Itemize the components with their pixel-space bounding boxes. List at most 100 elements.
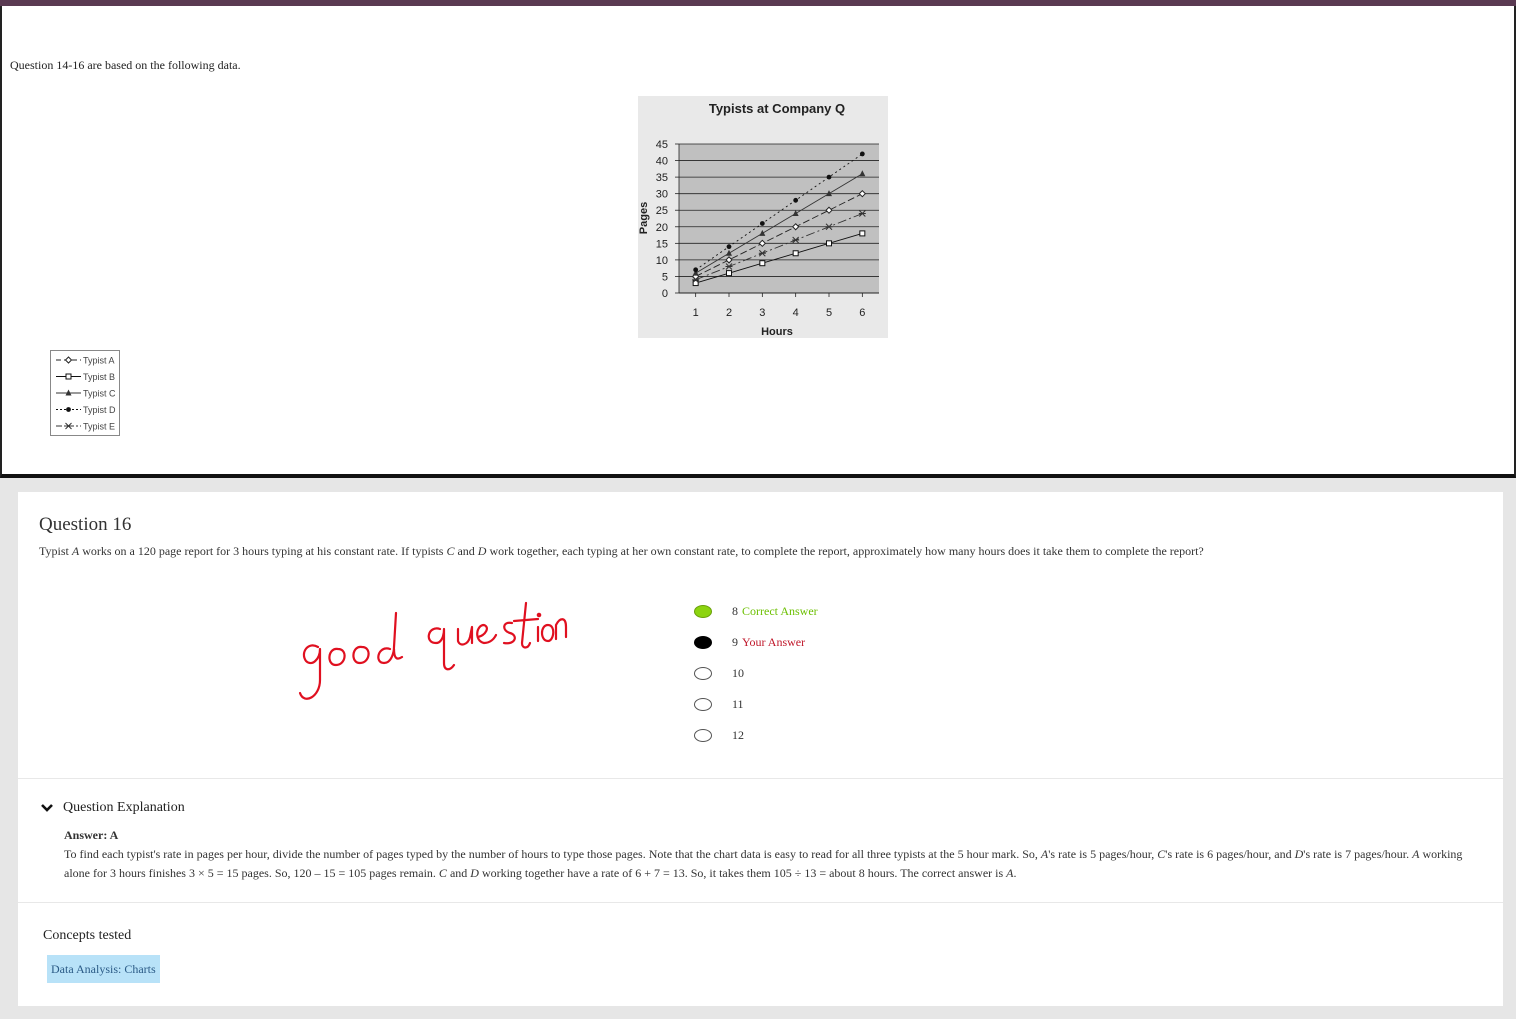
data-point [726,244,732,250]
series-line [695,173,863,274]
data-point [826,190,832,197]
text-segment: . [1013,866,1017,880]
text-segment: Typist [39,544,72,558]
data-point [826,240,832,247]
data-point [725,263,733,270]
answer-option[interactable]: 9 Your Answer [694,635,805,650]
series-line [695,213,863,281]
variable: A [1412,847,1420,861]
y-tick-label: 40 [656,156,668,168]
x-tick-label: 4 [793,307,799,319]
question-card: Question 16 Typist A works on a 120 page… [18,492,1503,1006]
y-tick-label: 15 [656,238,668,250]
data-point [64,356,73,364]
data-point [758,249,766,257]
explanation-toggle[interactable]: Question Explanation [40,800,185,816]
chart-legend: Typist A Typist B Typist C Typist D Typist E [50,350,120,436]
variable: D [470,866,479,880]
legend-entry: Typist A [83,356,115,366]
data-point [65,422,72,430]
text-segment: To find each typist's rate in pages per … [64,847,1041,861]
radio-button[interactable] [694,605,712,618]
text-segment: and [454,544,478,558]
data-point [791,223,800,231]
data-point [65,373,72,380]
y-tick-label: 5 [662,271,668,283]
data-panel: Question 14-16 are based on the followin… [0,6,1516,478]
text-segment: working alone for 3 hours finishes 3 × 5… [64,847,1463,880]
answer-option[interactable]: 8 Correct Answer [694,604,818,619]
data-point [825,223,833,231]
intro-text: Question 14-16 are based on the followin… [10,58,241,72]
y-tick-label: 10 [656,255,668,267]
option-label: 8 [732,604,738,618]
answer-option[interactable]: 10 [694,666,744,681]
data-point [858,189,867,198]
data-point [825,206,833,214]
data-point [793,197,799,203]
chevron-down-icon [41,804,53,812]
data-point [725,256,733,264]
variable: A [71,544,80,558]
data-point [693,267,699,273]
concepts-title: Concepts tested [43,928,132,943]
data-point [726,249,732,256]
data-point [758,239,767,248]
radio-button[interactable] [694,698,712,711]
explanation-body: Answer: A To find each typist's rate in … [64,826,1484,883]
series-line [695,232,863,284]
data-point [792,210,799,217]
option-label: 9 [732,635,738,649]
question-area: Question 16 Typist A works on a 120 page… [0,478,1516,1019]
text-segment: work together, each typing at her own co… [486,544,1204,558]
top-border-bar [0,0,1516,6]
answer-option[interactable]: 11 [694,697,744,712]
variable: A [1006,866,1014,880]
y-axis-label: Pages [638,202,650,234]
data-point [726,270,732,277]
data-point [859,230,866,237]
variable: C [446,544,455,558]
answer-option[interactable]: 12 [694,728,744,743]
explanation-header: Question Explanation [63,800,185,815]
x-tick-label: 2 [726,307,732,319]
radio-button[interactable] [694,667,712,680]
chart-title: Typists at Company Q [709,101,845,116]
x-tick-label: 5 [826,307,832,319]
variable: C [438,866,447,880]
text-segment: 's rate is 5 pages/hour, [1048,847,1158,861]
data-point [792,236,800,244]
series-line [695,193,863,277]
legend-entry: Typist B [83,372,115,382]
series-line [695,153,863,271]
divider [18,778,1503,779]
variable: D [477,544,487,558]
data-point [759,260,766,267]
question-text: Typist A works on a 120 page report for … [39,544,1204,559]
data-point [759,221,765,226]
concept-tag[interactable]: Data Analysis: Charts [47,955,160,983]
x-tick-label: 1 [693,307,699,319]
correct-answer-tag: Correct Answer [742,604,818,618]
data-point [826,174,832,180]
answer-line: Answer: A [64,828,119,842]
your-answer-tag: Your Answer [742,635,806,649]
handwritten-annotation [298,601,568,700]
text-segment: 's rate is 7 pages/hour. [1303,847,1413,861]
legend-svg: Typist A Typist B Typist C Typist D Typist E [56,356,116,432]
question-title: Question 16 [39,514,132,535]
y-tick-label: 25 [656,205,668,217]
data-point [792,250,799,257]
data-point [859,151,865,157]
y-tick-label: 30 [656,189,668,201]
radio-button[interactable] [694,729,712,742]
y-tick-label: 35 [656,172,668,184]
y-tick-label: 45 [656,139,668,151]
legend-entry: Typist C [83,389,116,399]
radio-button[interactable] [694,636,712,649]
data-point [65,389,72,396]
variable: C [1157,847,1166,861]
data-point [859,170,866,177]
option-label: 12 [732,728,744,742]
legend-entry: Typist E [83,422,115,432]
